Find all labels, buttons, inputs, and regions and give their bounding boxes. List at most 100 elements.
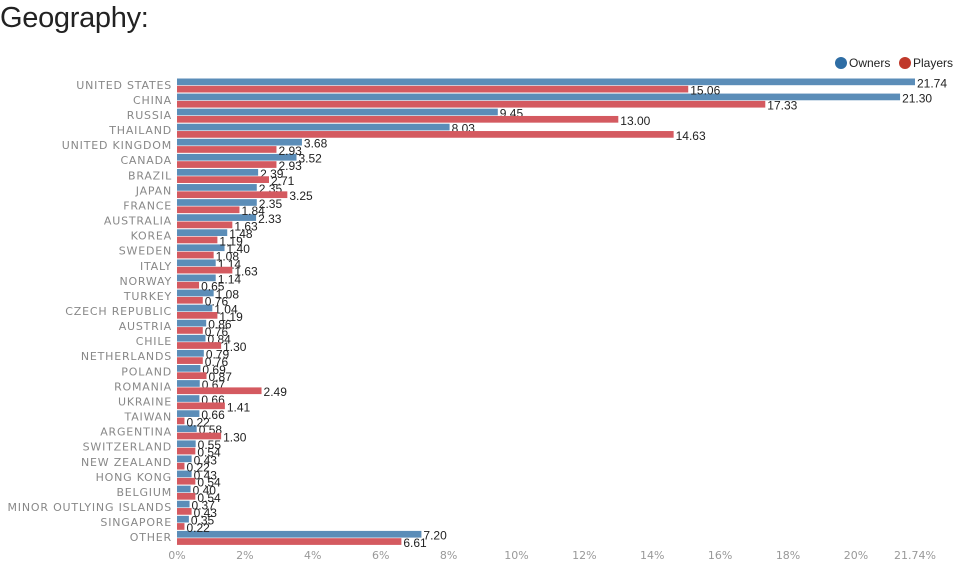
category-label: AUSTRIA [119, 320, 172, 333]
category-label: SWEDEN [119, 245, 172, 258]
value-label-players: 6.61 [403, 536, 427, 550]
x-tick-label: 14% [640, 549, 664, 562]
bar-players [177, 372, 207, 380]
value-label-players: 1.84 [241, 204, 265, 218]
value-label-owners: 0.35 [191, 514, 215, 528]
bar-owners [177, 425, 197, 433]
category-label: TURKEY [123, 290, 172, 303]
category-label: SINGAPORE [100, 516, 172, 529]
bar-owners [177, 395, 200, 402]
bar-players [177, 538, 402, 545]
bar-players [177, 477, 196, 485]
x-tick-label: 10% [504, 549, 528, 562]
value-label-players: 0.22 [186, 461, 210, 475]
bar-owners [177, 334, 206, 342]
bar-players [177, 492, 196, 500]
category-label: BRAZIL [128, 169, 172, 182]
value-label-owners: 0.79 [206, 348, 230, 362]
value-label-owners: 7.20 [423, 529, 447, 543]
x-tick-label: 12% [572, 549, 596, 562]
bar-owners [177, 500, 190, 508]
value-label-owners: 21.30 [902, 91, 932, 105]
value-label-players: 15.06 [690, 84, 720, 98]
x-tick-label: 20% [844, 549, 868, 562]
chart-title: Geography: [0, 2, 149, 34]
bar-players [177, 357, 203, 364]
bar-players [177, 236, 218, 244]
value-label-players: 2.93 [278, 159, 302, 173]
bar-owners [177, 93, 901, 101]
category-label: SWITZERLAND [83, 441, 172, 454]
category-label: NEW ZEALAND [81, 456, 172, 469]
bar-owners [177, 515, 189, 523]
bar-owners [177, 168, 259, 176]
bar-players [177, 387, 262, 395]
value-label-players: 0.43 [194, 506, 218, 520]
bar-players [177, 312, 218, 319]
bar-owners [177, 184, 257, 191]
legend-swatch-owners [835, 57, 847, 69]
value-label-players: 1.19 [219, 310, 243, 324]
category-label: CANADA [120, 154, 172, 167]
bar-players [177, 100, 766, 108]
bar-players [177, 131, 674, 138]
bar-players [177, 115, 619, 123]
legend-swatch-players [899, 57, 911, 69]
value-label-owners: 1.08 [216, 287, 240, 301]
bar-owners [177, 319, 207, 327]
value-label-owners: 0.66 [201, 408, 225, 422]
bar-owners [177, 485, 191, 493]
bar-players [177, 191, 288, 199]
value-label-owners: 0.55 [198, 438, 222, 452]
category-label: AUSTRALIA [104, 215, 172, 228]
value-label-players: 0.54 [197, 446, 221, 460]
bar-players [177, 221, 233, 229]
bar-owners [177, 244, 225, 252]
bar-owners [177, 365, 201, 372]
value-label-owners: 0.37 [192, 499, 216, 513]
bar-owners [177, 470, 192, 478]
value-label-owners: 0.86 [208, 318, 232, 332]
bar-owners [177, 274, 216, 282]
value-label-players: 1.41 [227, 400, 251, 414]
value-label-players: 14.63 [676, 129, 706, 143]
x-tick-label: 2% [236, 549, 253, 562]
category-label: RUSSIA [127, 109, 172, 122]
category-label: UKRAINE [118, 395, 172, 408]
value-label-players: 0.76 [205, 295, 229, 309]
x-tick-label: 4% [304, 549, 321, 562]
bar-owners [177, 214, 257, 221]
value-label-players: 0.54 [197, 476, 221, 490]
bar-players [177, 206, 240, 214]
category-label: UNITED KINGDOM [62, 139, 172, 152]
category-label: ARGENTINA [100, 426, 172, 439]
bar-owners [177, 410, 200, 417]
bar-players [177, 417, 185, 425]
category-label: MINOR OUTLYING ISLANDS [8, 501, 172, 514]
category-label: THAILAND [108, 124, 172, 137]
legend-label-players: Players [913, 56, 953, 70]
bar-players [177, 462, 185, 470]
x-tick-label: 8% [440, 549, 457, 562]
bar-players [177, 447, 196, 455]
category-label: JAPAN [135, 184, 172, 197]
category-label: UNITED STATES [76, 79, 172, 92]
bar-owners [177, 440, 196, 448]
category-label: ROMANIA [114, 380, 172, 393]
value-label-players: 1.30 [223, 340, 247, 354]
x-tick-label: 21.74% [894, 549, 936, 562]
x-tick-label: 16% [708, 549, 732, 562]
category-label: HONG KONG [96, 471, 172, 484]
bar-owners [177, 229, 228, 236]
bar-players [177, 432, 222, 440]
bar-players [177, 296, 203, 304]
value-label-players: 1.63 [234, 265, 258, 279]
bar-players [177, 402, 225, 410]
value-label-owners: 1.04 [214, 303, 238, 317]
value-label-players: 1.19 [219, 234, 243, 248]
value-label-owners: 2.33 [258, 212, 282, 226]
bar-owners [177, 289, 214, 297]
bar-players [177, 85, 689, 93]
bar-owners [177, 349, 204, 357]
